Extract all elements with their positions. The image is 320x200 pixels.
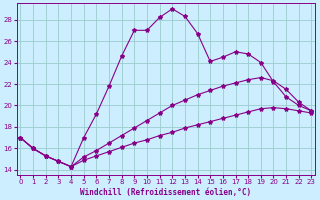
X-axis label: Windchill (Refroidissement éolien,°C): Windchill (Refroidissement éolien,°C) — [80, 188, 252, 197]
